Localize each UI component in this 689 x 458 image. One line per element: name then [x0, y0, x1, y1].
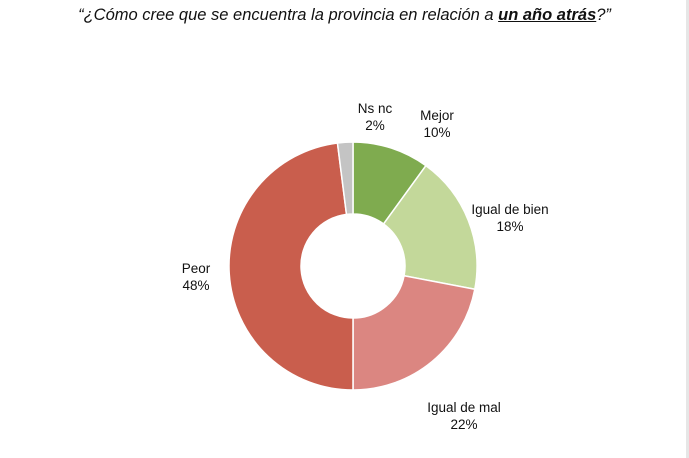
title-prefix: ¿Cómo cree que se encuentra la provincia… — [83, 6, 499, 24]
title-emphasis: un año atrás — [498, 6, 597, 24]
label-peor: Peor 48% — [182, 261, 211, 293]
label-name: Ns nc — [358, 101, 393, 116]
label-percent: 48% — [182, 278, 209, 293]
slice-ns-nc — [336, 141, 354, 216]
chart-title: “¿Cómo cree que se encuentra la provinci… — [0, 6, 689, 25]
title-open-quote: “ — [78, 6, 84, 24]
slice-igual-de-bien — [382, 164, 478, 291]
page-edge — [686, 0, 689, 458]
label-percent: 18% — [496, 219, 523, 234]
label-percent: 2% — [365, 118, 385, 133]
label-igual-de-bien: Igual de bien 18% — [471, 202, 548, 234]
label-percent: 10% — [423, 125, 450, 140]
label-percent: 22% — [450, 417, 477, 432]
slice-igual-de-mal — [352, 274, 476, 391]
label-name: Mejor — [420, 108, 454, 123]
slice-peor — [228, 142, 354, 391]
label-mejor: Mejor 10% — [420, 108, 454, 140]
label-name: Peor — [182, 261, 211, 276]
title-suffix: ?” — [596, 6, 611, 24]
label-name: Igual de mal — [427, 400, 501, 415]
label-igual-de-mal: Igual de mal 22% — [427, 400, 501, 432]
label-name: Igual de bien — [471, 202, 548, 217]
label-ns-nc: Ns nc 2% — [358, 101, 393, 133]
